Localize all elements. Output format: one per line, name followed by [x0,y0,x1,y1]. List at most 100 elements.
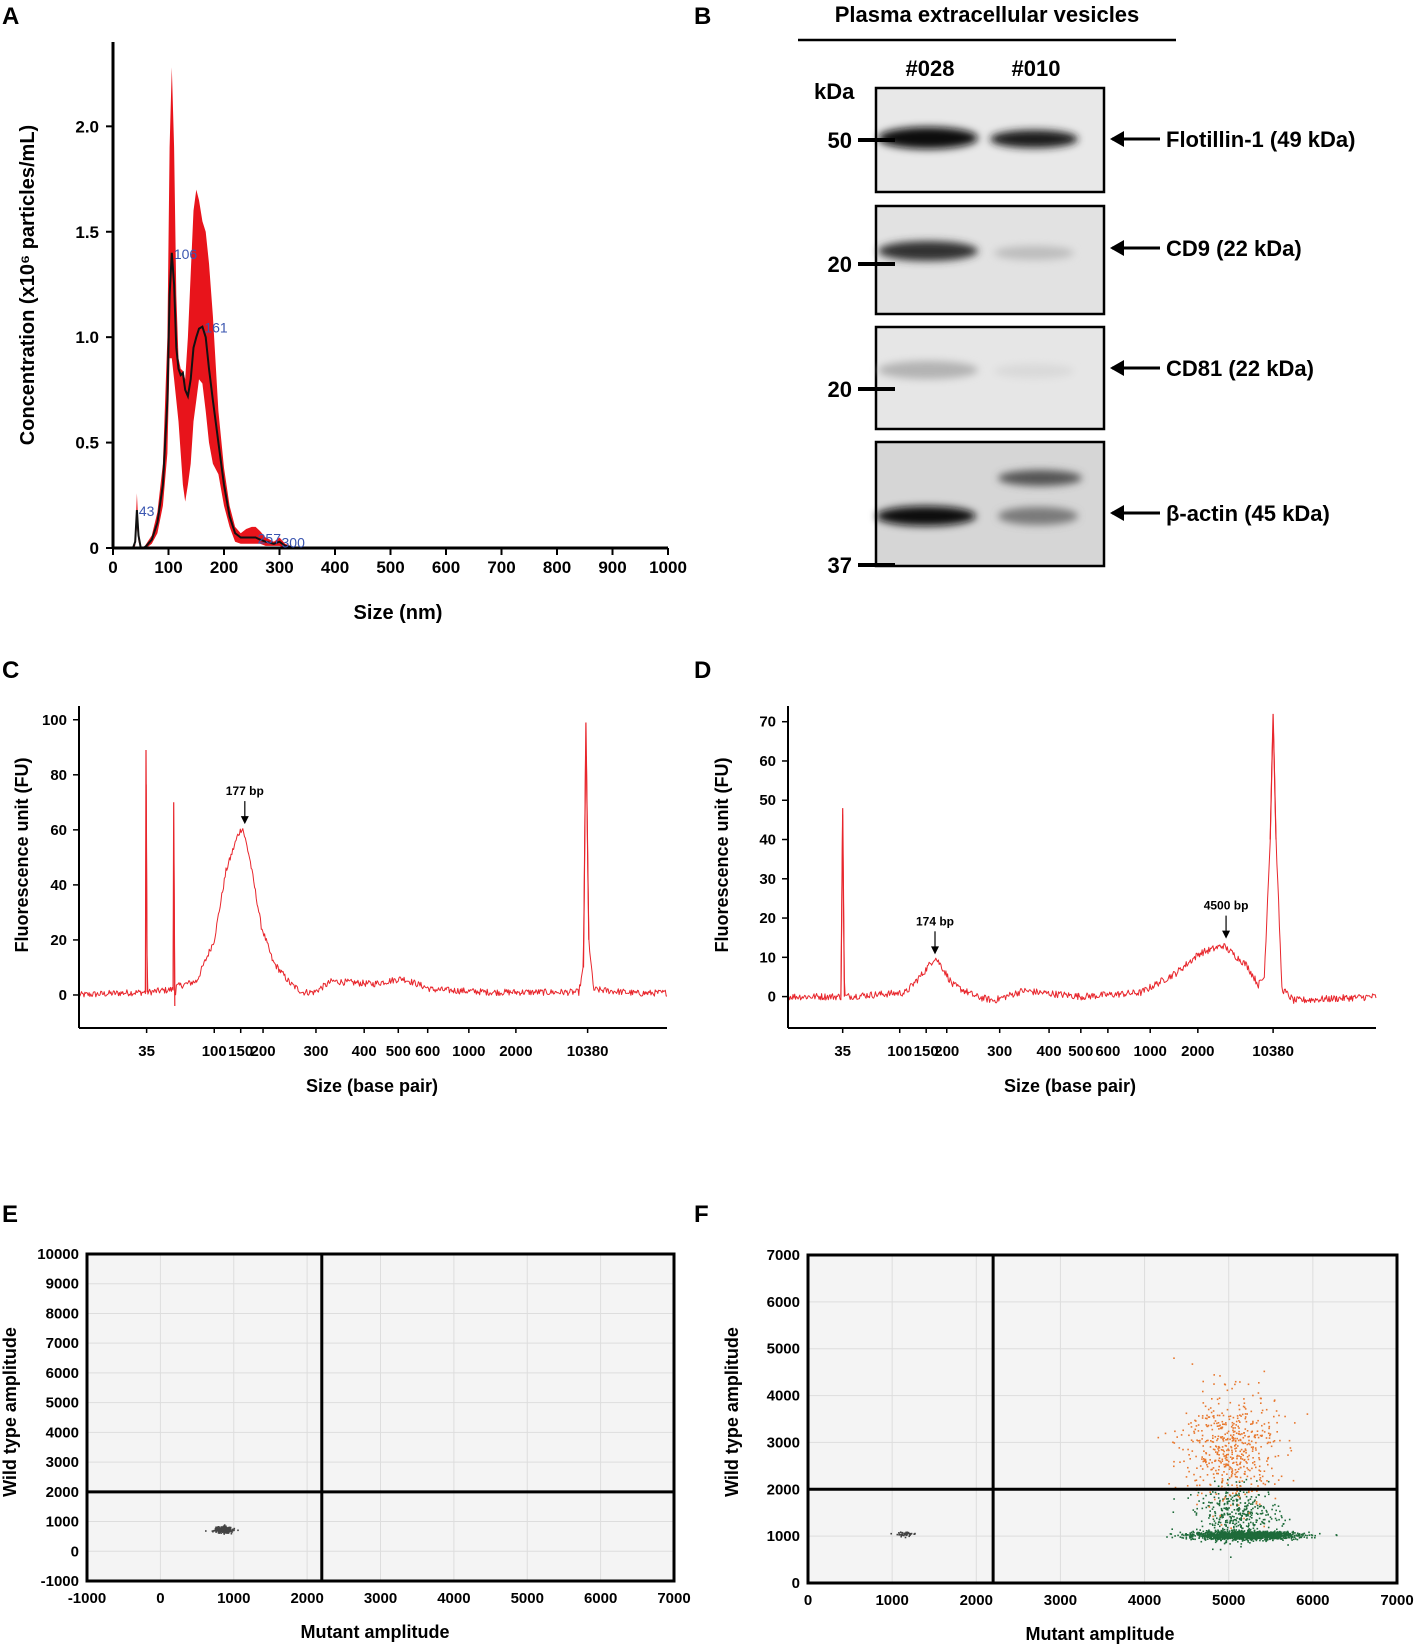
panel-f-droplet [1223,1538,1226,1541]
panel-f-droplet [1275,1534,1278,1536]
panel-e-droplet [225,1532,227,1534]
panel-f-droplet [1222,1498,1224,1500]
panel-f-droplet [1242,1405,1245,1408]
panel-f-droplet [1267,1456,1270,1459]
panel-f-droplet [1265,1537,1268,1539]
panel-f-droplet [1288,1533,1291,1535]
panel-f-droplet [1275,1509,1277,1512]
panel-f-droplet [1190,1538,1192,1541]
panel-e-xtick-label: 4000 [437,1590,470,1607]
band-cd9-010 [994,246,1074,260]
panel-d-spike [840,808,846,997]
blot-panel-cd81 [874,325,1106,431]
panel-e-ddpcr-scatter: Wild type amplitude Mutant amplitude -10… [0,1246,691,1642]
panel-f-droplet [1247,1510,1249,1513]
panel-f-droplet [1213,1520,1216,1522]
panel-f-droplet [1289,1533,1292,1536]
panel-f-droplet [1292,1533,1294,1536]
panel-f-droplet [1199,1529,1201,1531]
panel-f-droplet [1194,1538,1196,1541]
panel-f-droplet [1166,1536,1168,1538]
panel-d-xtick-label: 100 [887,1043,912,1060]
panel-f-droplet [1239,1414,1241,1416]
panel-f-droplet [1226,1482,1228,1485]
panel-f-droplet [1226,1501,1229,1503]
panel-e-droplet [227,1527,229,1529]
panel-f-droplet [1247,1526,1250,1528]
panel-f-droplet [1189,1533,1192,1536]
panel-f-droplet [1268,1534,1270,1537]
panel-f-cluster-mutant-positive-rain [1171,1478,1291,1558]
panel-f-droplet [1294,1422,1296,1424]
panel-f-droplet [1202,1390,1204,1393]
panel-f-droplet [1205,1452,1208,1455]
panel-f-droplet [1226,1528,1229,1531]
panel-f-droplet [1268,1538,1271,1540]
panel-f-droplet [1214,1535,1217,1538]
panel-f-droplet [1196,1484,1198,1487]
panel-f-droplet [1247,1541,1249,1543]
panel-f-droplet [1233,1509,1236,1511]
panel-f-droplet [1212,1410,1215,1412]
panel-f-droplet [1276,1534,1278,1536]
panel-a-xtick-label: 100 [154,558,182,577]
panel-f-droplet [1244,1493,1246,1496]
panel-f-droplet [1228,1513,1230,1516]
panel-c-xtick-label: 150 [228,1043,253,1060]
panel-f-droplet [1262,1530,1264,1533]
panel-f-droplet [1205,1506,1208,1509]
panel-f-droplet [1203,1459,1206,1461]
panel-f-droplet [1242,1491,1245,1493]
panel-f-droplet [1230,1446,1233,1449]
panel-f-droplet [1220,1426,1222,1429]
panel-f-droplet [1274,1530,1276,1532]
panel-e-droplet [225,1530,227,1533]
panel-f-droplet [1279,1510,1281,1513]
panel-f-droplet [1233,1538,1236,1541]
panel-e-droplet [223,1532,225,1534]
panel-f-droplet [1206,1532,1208,1534]
panel-f-droplet [1212,1437,1214,1439]
panel-f-droplet [1228,1531,1230,1534]
panel-f-droplet [1239,1381,1241,1383]
panel-f-droplet [1229,1535,1232,1538]
panel-f-droplet [1209,1491,1211,1493]
panel-f-droplet [1261,1424,1263,1427]
panel-f-droplet [1301,1535,1303,1537]
marker-20b-label: 20 [828,377,852,402]
panel-f-droplet [1258,1474,1261,1476]
panel-f-droplet [1223,1450,1225,1453]
panel-f-droplet [1225,1464,1227,1466]
panel-f-droplet [1259,1534,1261,1537]
panel-a-peak-label: 300 [282,535,306,551]
panel-f-droplet [1240,1537,1242,1539]
panel-f-droplet [1269,1441,1271,1444]
panel-f-droplet [1213,1536,1215,1538]
panel-f-droplet [1254,1434,1257,1436]
panel-f-droplet [1236,1534,1238,1537]
panel-f-droplet [1221,1481,1223,1484]
panel-f-droplet [1191,1450,1194,1452]
panel-f-droplet [1204,1417,1207,1420]
panel-f-droplet [1284,1537,1287,1539]
panel-f-droplet [1222,1500,1224,1502]
panel-f-droplet [1210,1537,1212,1539]
panel-f-droplet [1246,1504,1249,1506]
panel-a-xtick-label: 200 [210,558,238,577]
panel-f-droplet [1218,1531,1221,1534]
panel-a-ytick-label: 1.0 [75,328,99,347]
panel-d-xtick-label: 400 [1037,1043,1062,1060]
panel-f-droplet [1237,1508,1240,1510]
panel-f-droplet [1244,1417,1247,1420]
panel-f-droplet [1189,1537,1191,1539]
panel-f-droplet [1267,1441,1270,1444]
panel-f-droplet [1222,1453,1225,1455]
band-actin-010-upper [998,470,1082,486]
panel-f-droplet [1198,1534,1200,1536]
panel-f-droplet [1314,1534,1316,1537]
panel-f-droplet [1226,1538,1229,1540]
protein-name-cd81: CD81 (22 kDa) [1166,356,1314,381]
panel-f-droplet [1265,1533,1268,1536]
band-flotillin-028 [878,127,978,149]
panel-f-droplet [1224,1496,1226,1499]
